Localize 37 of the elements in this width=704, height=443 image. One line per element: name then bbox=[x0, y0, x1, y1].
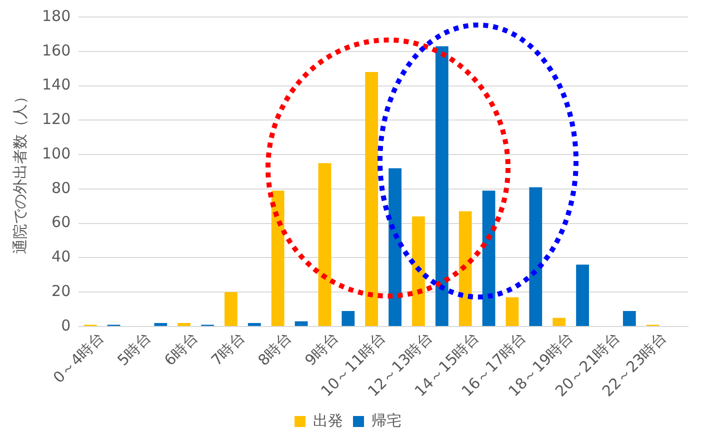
y-tick-label: 120 bbox=[42, 110, 71, 128]
bar bbox=[622, 310, 636, 326]
bar bbox=[482, 190, 496, 326]
y-tick-label: 60 bbox=[52, 213, 71, 232]
y-tick-label: 160 bbox=[42, 41, 71, 60]
bar bbox=[412, 216, 425, 326]
bar bbox=[435, 46, 448, 326]
y-tick-label: 40 bbox=[52, 248, 71, 266]
y-tick-label: 180 bbox=[42, 6, 71, 25]
bar bbox=[388, 168, 402, 326]
y-tick-label: 80 bbox=[52, 178, 71, 197]
legend-label: 出発 bbox=[313, 411, 343, 430]
y-tick-label: 140 bbox=[42, 76, 71, 94]
x-tick-label: 6時台 bbox=[160, 328, 202, 370]
legend-label: 帰宅 bbox=[372, 411, 402, 430]
y-tick-label: 100 bbox=[42, 144, 71, 162]
bar bbox=[154, 323, 168, 326]
bar bbox=[506, 297, 519, 326]
bar bbox=[178, 323, 191, 326]
bar bbox=[365, 72, 378, 326]
x-tick-label: 7時台 bbox=[208, 328, 248, 370]
bar bbox=[576, 264, 589, 326]
y-tick-label: 20 bbox=[52, 282, 71, 300]
x-tick-label: 8時台 bbox=[254, 328, 296, 370]
bar bbox=[529, 187, 542, 326]
y-axis-title: 通院での外出者数（人） bbox=[10, 89, 29, 254]
bar bbox=[224, 292, 238, 326]
bar bbox=[458, 211, 472, 326]
bar bbox=[294, 321, 308, 326]
bar bbox=[271, 190, 284, 326]
x-tick-label: 5時台 bbox=[114, 328, 155, 370]
bar bbox=[342, 310, 355, 326]
bar bbox=[248, 323, 261, 326]
x-tick-label: 9時台 bbox=[301, 328, 342, 370]
bar bbox=[318, 163, 332, 326]
bar bbox=[552, 318, 566, 326]
y-tick-label: 0 bbox=[61, 316, 71, 334]
